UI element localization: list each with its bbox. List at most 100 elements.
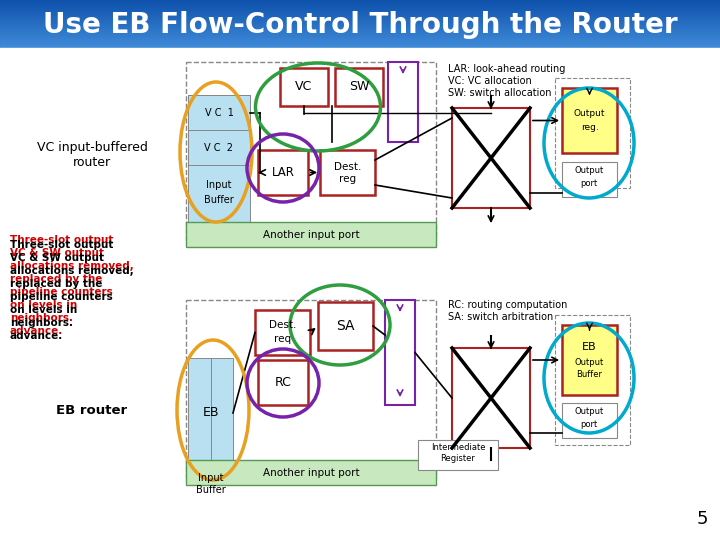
Text: reg.: reg. — [580, 123, 598, 132]
Bar — [0, 23, 720, 24]
Text: VC & SW output: VC & SW output — [10, 248, 104, 258]
Bar — [562, 88, 617, 153]
Bar — [186, 62, 436, 240]
Bar — [0, 41, 720, 42]
Bar — [0, 45, 720, 46]
Bar — [562, 162, 617, 197]
Text: VC input-buffered: VC input-buffered — [37, 141, 148, 154]
Text: 5: 5 — [696, 510, 708, 528]
Text: RC: routing computation: RC: routing computation — [448, 300, 567, 310]
Text: Dest.: Dest. — [334, 161, 361, 172]
Bar — [0, 36, 720, 37]
Bar — [0, 7, 720, 8]
Bar — [0, 10, 720, 11]
Text: pipeline counters: pipeline counters — [10, 287, 113, 297]
Text: neighbors.: neighbors. — [10, 313, 73, 323]
Text: Buffer: Buffer — [577, 370, 603, 379]
Text: RC: RC — [274, 376, 292, 389]
Bar — [0, 38, 720, 39]
Bar — [0, 13, 720, 14]
Text: allocations removed,: allocations removed, — [10, 266, 134, 276]
Text: VC & SW output: VC & SW output — [10, 253, 104, 263]
Bar — [0, 11, 720, 12]
Text: LAR: look-ahead routing: LAR: look-ahead routing — [448, 64, 565, 74]
Text: SW: switch allocation: SW: switch allocation — [448, 88, 552, 98]
Bar — [0, 43, 720, 44]
Bar — [0, 28, 720, 29]
Bar — [0, 27, 720, 28]
Bar — [0, 18, 720, 19]
Text: allocations removed,: allocations removed, — [10, 261, 134, 271]
Bar — [0, 2, 720, 3]
Text: Dest.: Dest. — [269, 321, 296, 330]
Bar — [0, 17, 720, 18]
Bar — [562, 325, 617, 395]
Text: replaced by the: replaced by the — [10, 279, 102, 289]
Bar — [0, 26, 720, 27]
Text: Three-slot output: Three-slot output — [10, 235, 113, 245]
Text: Input: Input — [206, 180, 232, 190]
Bar — [388, 62, 418, 142]
Bar — [0, 8, 720, 9]
Bar — [0, 29, 720, 30]
Bar — [418, 440, 498, 470]
Bar — [0, 0, 720, 1]
Bar — [0, 25, 720, 26]
Text: V C  2: V C 2 — [204, 143, 233, 153]
Text: reg: reg — [339, 173, 356, 184]
Bar — [452, 348, 530, 448]
Text: Output: Output — [575, 407, 603, 416]
Text: Input: Input — [198, 473, 223, 483]
Bar — [0, 37, 720, 38]
Bar — [0, 46, 720, 47]
Text: advance.: advance. — [10, 326, 63, 336]
Text: Output: Output — [575, 358, 604, 367]
Bar — [0, 30, 720, 31]
Bar — [0, 32, 720, 33]
Bar — [258, 150, 308, 195]
Bar — [0, 44, 720, 45]
Text: on levels in: on levels in — [10, 300, 77, 310]
Bar — [0, 1, 720, 2]
Text: req: req — [274, 334, 291, 345]
Text: EB: EB — [202, 407, 219, 420]
Bar — [320, 150, 375, 195]
Text: V C  1: V C 1 — [204, 108, 233, 118]
Bar — [186, 460, 436, 485]
Bar — [188, 95, 250, 235]
Text: Three-slot output: Three-slot output — [10, 240, 113, 250]
Text: SA: switch arbitration: SA: switch arbitration — [448, 312, 553, 322]
Text: neighbors.: neighbors. — [10, 318, 73, 328]
Bar — [0, 40, 720, 41]
Text: LAR: LAR — [271, 166, 294, 179]
Bar — [0, 47, 720, 48]
Text: port: port — [580, 179, 598, 188]
Text: SA: SA — [336, 319, 355, 333]
Bar — [0, 24, 720, 25]
Text: Use EB Flow-Control Through the Router: Use EB Flow-Control Through the Router — [42, 11, 678, 39]
Bar — [0, 34, 720, 35]
Bar — [0, 15, 720, 16]
Bar — [280, 68, 328, 106]
Bar — [0, 22, 720, 23]
Bar — [555, 315, 630, 445]
Bar — [186, 300, 436, 478]
Bar — [0, 16, 720, 17]
Text: port: port — [580, 420, 598, 429]
Bar — [188, 95, 250, 130]
Bar — [385, 300, 415, 405]
Text: Another input port: Another input port — [263, 468, 359, 478]
Bar — [0, 4, 720, 5]
Text: pipeline counters: pipeline counters — [10, 292, 113, 302]
Text: Register: Register — [441, 454, 475, 463]
Text: replaced by the: replaced by the — [10, 274, 102, 284]
Bar — [0, 33, 720, 34]
Text: Output: Output — [575, 166, 603, 175]
Bar — [0, 6, 720, 7]
Bar — [452, 108, 530, 208]
Text: Buffer: Buffer — [204, 195, 234, 205]
Bar — [0, 21, 720, 22]
Text: Output: Output — [574, 109, 606, 118]
Bar — [555, 78, 630, 188]
Text: EB router: EB router — [56, 403, 127, 416]
